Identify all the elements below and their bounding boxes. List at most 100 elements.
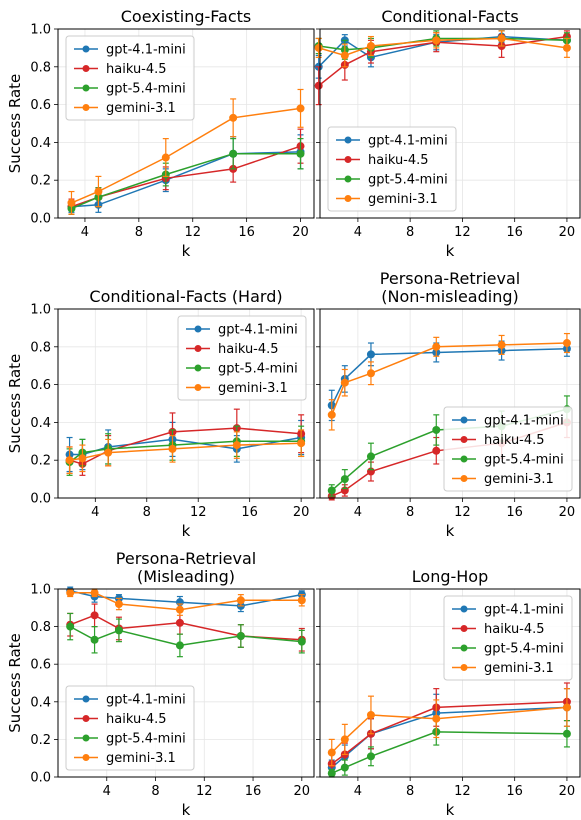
legend-label: gemini-3.1 bbox=[484, 661, 554, 676]
data-point bbox=[161, 153, 170, 162]
data-point bbox=[432, 446, 441, 455]
y-axis-label: Success Rate bbox=[6, 633, 24, 733]
legend-marker bbox=[460, 664, 468, 671]
data-point bbox=[340, 51, 349, 60]
x-tick-label: 4 bbox=[103, 784, 111, 799]
legend-label: gemini-3.1 bbox=[218, 381, 288, 396]
panel-3: Conditional-Facts (Hard) 4 8 12 16 20 0.0 0.2 0.… bbox=[6, 287, 315, 540]
legend-label: gpt-5.4-mini bbox=[484, 642, 564, 657]
x-tick-label: 20 bbox=[559, 225, 576, 240]
series-line bbox=[71, 152, 301, 210]
series-gemini-3.1 bbox=[327, 332, 571, 431]
data-point bbox=[432, 36, 441, 45]
data-point bbox=[366, 710, 375, 719]
x-axis-label: k bbox=[182, 522, 191, 540]
y-tick-label: 0.4 bbox=[30, 136, 51, 151]
axes-frame bbox=[57, 308, 315, 499]
data-point bbox=[366, 452, 375, 461]
x-tick-label: 8 bbox=[406, 784, 414, 799]
panel-title: Persona-Retrieval bbox=[380, 269, 520, 288]
panel-title: Persona-Retrieval bbox=[116, 549, 256, 568]
data-point bbox=[497, 340, 506, 349]
legend: gpt-4.1-mini haiku-4.5 gpt-5.4-mini gemini-… bbox=[443, 406, 573, 492]
series-gpt-5.4-mini bbox=[66, 612, 306, 658]
legend-label: gpt-5.4-mini bbox=[368, 173, 448, 188]
data-point bbox=[65, 456, 74, 465]
x-tick-label: 4 bbox=[354, 505, 362, 520]
legend-label: gemini-3.1 bbox=[368, 192, 438, 207]
legend: gpt-4.1-mini haiku-4.5 gpt-5.4-mini gemini-… bbox=[443, 595, 573, 681]
legend-marker bbox=[344, 156, 352, 163]
legend-label: gpt-5.4-mini bbox=[106, 82, 186, 97]
data-point bbox=[114, 626, 123, 635]
series-gpt-4.1-mini bbox=[66, 586, 306, 613]
legend-marker bbox=[82, 84, 90, 92]
series-gemini-3.1 bbox=[67, 88, 305, 215]
legend-box bbox=[443, 406, 573, 492]
y-tick-label: 0.8 bbox=[30, 340, 51, 355]
data-point bbox=[229, 113, 238, 122]
y-tick-label: 0.0 bbox=[30, 212, 51, 227]
x-tick-label: 8 bbox=[135, 225, 143, 240]
legend-label: gpt-4.1-mini bbox=[484, 414, 564, 429]
data-point bbox=[340, 735, 349, 744]
data-point bbox=[66, 588, 75, 597]
series-gemini-3.1 bbox=[65, 429, 306, 475]
data-point bbox=[236, 596, 245, 605]
x-tick-label: 16 bbox=[245, 784, 262, 799]
legend-box bbox=[65, 35, 195, 121]
legend-label: gpt-4.1-mini bbox=[106, 693, 186, 708]
x-tick-label: 8 bbox=[406, 225, 414, 240]
legend-marker bbox=[194, 325, 202, 333]
series-gemini-3.1 bbox=[327, 688, 571, 767]
series-gemini-3.1 bbox=[314, 30, 571, 68]
series-line bbox=[331, 342, 567, 416]
legend-marker bbox=[460, 436, 468, 443]
legend-label: gemini-3.1 bbox=[106, 101, 176, 116]
x-tick-label: 20 bbox=[559, 784, 576, 799]
data-point bbox=[497, 34, 506, 43]
x-tick-label: 4 bbox=[81, 225, 89, 240]
series-gpt-4.1-mini bbox=[65, 419, 306, 473]
data-point bbox=[66, 622, 75, 631]
series-gpt-5.4-mini bbox=[65, 425, 306, 476]
x-tick-label: 12 bbox=[454, 784, 471, 799]
data-point bbox=[78, 454, 87, 463]
legend-marker bbox=[460, 475, 468, 482]
x-tick-label: 8 bbox=[151, 784, 159, 799]
data-point bbox=[296, 149, 305, 158]
x-tick-label: 16 bbox=[506, 505, 523, 520]
data-point bbox=[175, 641, 184, 650]
legend-label: haiku-4.5 bbox=[218, 342, 279, 357]
x-tick-label: 12 bbox=[190, 505, 207, 520]
panel-title: (Non-misleading) bbox=[381, 287, 519, 306]
axes-frame bbox=[319, 588, 581, 778]
data-point bbox=[366, 752, 375, 761]
legend-label: gpt-4.1-mini bbox=[368, 134, 448, 149]
legend-marker bbox=[460, 416, 468, 424]
legend-marker bbox=[82, 45, 90, 53]
legend-marker bbox=[344, 195, 352, 202]
data-point bbox=[432, 714, 441, 723]
data-point bbox=[562, 43, 571, 52]
legend-marker bbox=[344, 136, 352, 144]
axes-frame bbox=[57, 28, 315, 219]
panel-4: Persona-Retrieval(Non-misleading) 4 8 12 16 2… bbox=[316, 269, 581, 540]
y-tick-label: 0.2 bbox=[30, 454, 51, 469]
series-line bbox=[71, 145, 301, 208]
legend-marker bbox=[82, 695, 90, 703]
series-line bbox=[71, 107, 301, 204]
legend-marker bbox=[82, 65, 90, 72]
legend: gpt-4.1-mini haiku-4.5 gpt-5.4-mini gemini-… bbox=[65, 685, 195, 771]
legend-label: haiku-4.5 bbox=[484, 433, 545, 448]
data-point bbox=[175, 618, 184, 627]
x-tick-label: 4 bbox=[354, 784, 362, 799]
panel-title: Long-Hop bbox=[412, 567, 488, 586]
panel-title: (Misleading) bbox=[137, 567, 235, 586]
series-gemini-3.1 bbox=[66, 588, 306, 616]
data-point bbox=[340, 763, 349, 772]
series-line bbox=[331, 347, 567, 406]
legend: gpt-4.1-mini haiku-4.5 gpt-5.4-mini gemini-… bbox=[327, 126, 457, 212]
